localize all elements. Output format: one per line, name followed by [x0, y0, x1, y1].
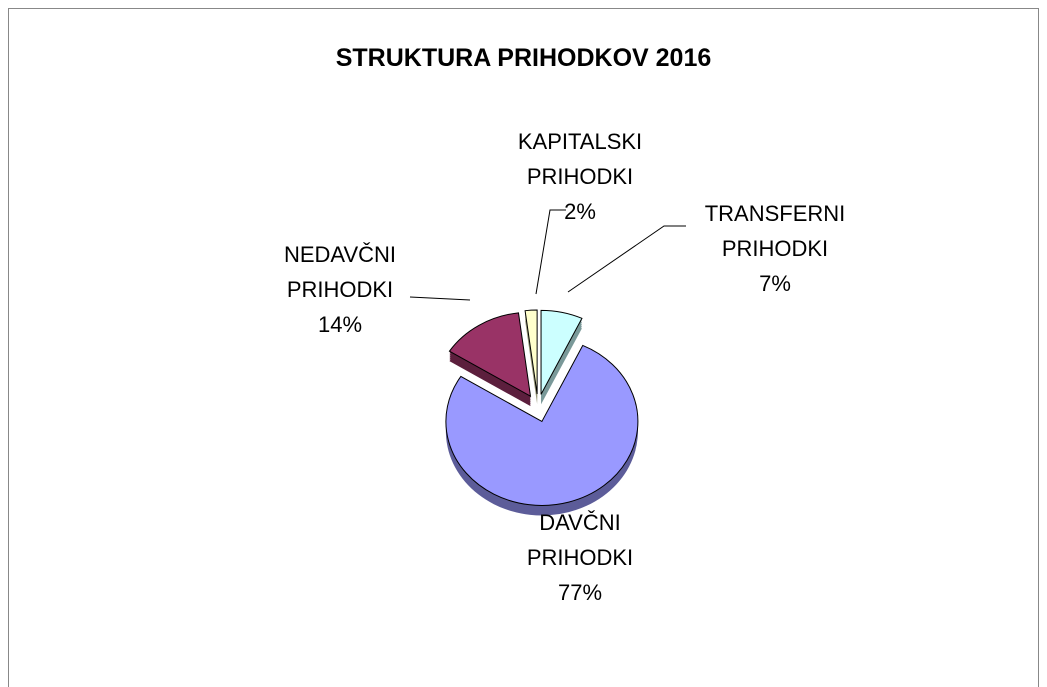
category-label: NEDAVČNI PRIHODKI: [283, 242, 397, 302]
chart-title: STRUKTURA PRIHODKOV 2016: [335, 44, 712, 72]
slice: [524, 309, 538, 395]
slice-label: DAVČNI PRIHODKI 77%: [480, 505, 680, 610]
category-label: KAPITALSKI PRIHODKI: [517, 129, 643, 189]
slice: [445, 344, 639, 506]
slice: [540, 309, 583, 395]
leader-line: [409, 296, 471, 301]
leader-line: [567, 225, 686, 293]
chart-border: [8, 8, 1039, 687]
slice-label: TRANSFERNI PRIHODKI 7%: [675, 196, 875, 301]
value-label: 7%: [759, 271, 791, 296]
leader-line: [535, 209, 566, 295]
slice: [448, 312, 532, 398]
value-label: 77%: [557, 580, 603, 605]
category-label: TRANSFERNI PRIHODKI: [704, 201, 846, 261]
slice-label: KAPITALSKI PRIHODKI 2%: [480, 124, 680, 229]
slice-label: NEDAVČNI PRIHODKI 14%: [240, 237, 440, 342]
value-label: 14%: [317, 312, 363, 337]
category-label: DAVČNI PRIHODKI: [526, 510, 634, 570]
value-label: 2%: [564, 199, 596, 224]
